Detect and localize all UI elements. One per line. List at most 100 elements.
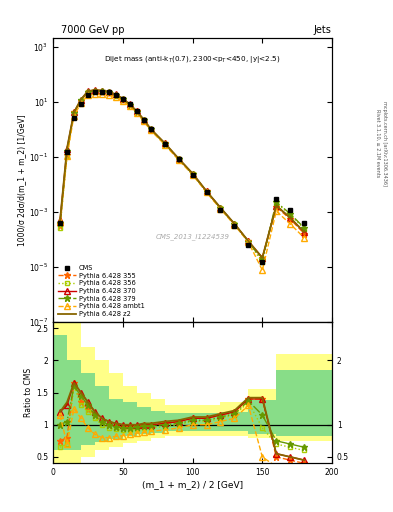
Bar [165, 406, 193, 436]
Pythia 6.428 z2 [134, 108, 139, 114]
Pythia 6.428 355 [190, 170, 195, 177]
Pythia 6.428 ambt1 [79, 100, 83, 106]
Pythia 6.428 370 [120, 95, 125, 101]
Pythia 6.428 370 [288, 215, 292, 221]
Pythia 6.428 355 [288, 216, 292, 222]
Pythia 6.428 ambt1 [127, 103, 132, 110]
Pythia 6.428 356 [79, 98, 83, 104]
Pythia 6.428 z2 [127, 101, 132, 108]
CMS [260, 259, 265, 265]
Pythia 6.428 ambt1 [190, 172, 195, 178]
Pythia 6.428 z2 [162, 140, 167, 146]
Pythia 6.428 355 [232, 221, 237, 227]
Pythia 6.428 370 [86, 88, 90, 94]
Pythia 6.428 z2 [120, 95, 125, 101]
Pythia 6.428 370 [232, 221, 237, 227]
CMS [58, 220, 62, 226]
Bar [220, 402, 248, 436]
Pythia 6.428 ambt1 [107, 92, 111, 98]
Pythia 6.428 379 [86, 89, 90, 95]
Pythia 6.428 379 [93, 88, 97, 94]
Pythia 6.428 370 [204, 188, 209, 195]
Pythia 6.428 355 [218, 205, 223, 211]
Bar [53, 322, 67, 463]
Pythia 6.428 355 [302, 230, 307, 237]
Pythia 6.428 355 [79, 98, 83, 104]
Pythia 6.428 355 [176, 156, 181, 162]
Pythia 6.428 355 [149, 126, 153, 132]
Pythia 6.428 z2 [86, 88, 90, 94]
Pythia 6.428 ambt1 [134, 110, 139, 116]
Pythia 6.428 370 [176, 156, 181, 162]
Text: Rivet 3.1.10, ≥ 2.1M events: Rivet 3.1.10, ≥ 2.1M events [375, 109, 380, 178]
Pythia 6.428 356 [127, 102, 132, 109]
Pythia 6.428 356 [86, 90, 90, 96]
CMS [288, 206, 292, 212]
Pythia 6.428 370 [162, 140, 167, 146]
Pythia 6.428 370 [127, 101, 132, 108]
Pythia 6.428 379 [107, 89, 111, 95]
Pythia 6.428 356 [114, 93, 118, 99]
CMS [190, 172, 195, 178]
Pythia 6.428 ambt1 [86, 92, 90, 98]
Pythia 6.428 ambt1 [114, 94, 118, 100]
Pythia 6.428 ambt1 [302, 235, 307, 241]
CMS [246, 242, 251, 248]
Bar [276, 370, 332, 436]
Pythia 6.428 355 [120, 96, 125, 102]
Pythia 6.428 z2 [260, 254, 265, 261]
Pythia 6.428 z2 [72, 109, 76, 115]
Bar [248, 400, 276, 434]
Pythia 6.428 370 [107, 89, 111, 95]
Pythia 6.428 370 [72, 109, 76, 115]
CMS [93, 89, 97, 95]
Pythia 6.428 ambt1 [288, 221, 292, 227]
Pythia 6.428 370 [190, 170, 195, 177]
Pythia 6.428 379 [149, 126, 153, 133]
Pythia 6.428 379 [260, 257, 265, 263]
Pythia 6.428 355 [141, 117, 146, 123]
CMS [64, 149, 70, 155]
CMS [127, 101, 132, 108]
Pythia 6.428 z2 [114, 91, 118, 97]
Pythia 6.428 370 [58, 218, 62, 224]
Text: mcplots.cern.ch [arXiv:1306.3436]: mcplots.cern.ch [arXiv:1306.3436] [382, 101, 387, 186]
Line: Pythia 6.428 370: Pythia 6.428 370 [57, 88, 307, 261]
Bar [109, 399, 123, 439]
Pythia 6.428 379 [79, 97, 83, 103]
Bar [248, 389, 276, 438]
Pythia 6.428 356 [274, 200, 279, 206]
Pythia 6.428 379 [190, 171, 195, 177]
Pythia 6.428 379 [72, 110, 76, 116]
Pythia 6.428 356 [141, 117, 146, 123]
Pythia 6.428 355 [114, 92, 118, 98]
Pythia 6.428 z2 [79, 96, 83, 102]
Line: Pythia 6.428 z2: Pythia 6.428 z2 [60, 90, 304, 258]
Pythia 6.428 355 [204, 188, 209, 195]
Pythia 6.428 379 [204, 188, 209, 195]
Bar [193, 413, 220, 431]
Pythia 6.428 379 [134, 109, 139, 115]
Pythia 6.428 370 [246, 238, 251, 244]
Line: Pythia 6.428 356: Pythia 6.428 356 [58, 89, 307, 265]
Bar [67, 322, 81, 463]
Pythia 6.428 z2 [141, 116, 146, 122]
Pythia 6.428 ambt1 [120, 98, 125, 104]
Pythia 6.428 355 [260, 255, 265, 261]
Pythia 6.428 379 [288, 211, 292, 217]
CMS [176, 156, 181, 162]
Bar [53, 334, 67, 451]
Pythia 6.428 z2 [246, 238, 251, 244]
Line: CMS: CMS [58, 89, 307, 264]
Pythia 6.428 355 [162, 140, 167, 146]
CMS [204, 189, 209, 196]
Pythia 6.428 355 [107, 89, 111, 95]
Bar [67, 360, 81, 451]
Pythia 6.428 370 [93, 87, 97, 93]
Pythia 6.428 ambt1 [274, 208, 279, 214]
Y-axis label: 1000/σ 2dσ/d(m_1 + m_2) [1/GeV]: 1000/σ 2dσ/d(m_1 + m_2) [1/GeV] [17, 114, 26, 246]
Pythia 6.428 356 [232, 221, 237, 227]
Pythia 6.428 379 [302, 225, 307, 231]
Pythia 6.428 370 [141, 117, 146, 123]
Text: CMS_2013_I1224539: CMS_2013_I1224539 [156, 233, 230, 240]
